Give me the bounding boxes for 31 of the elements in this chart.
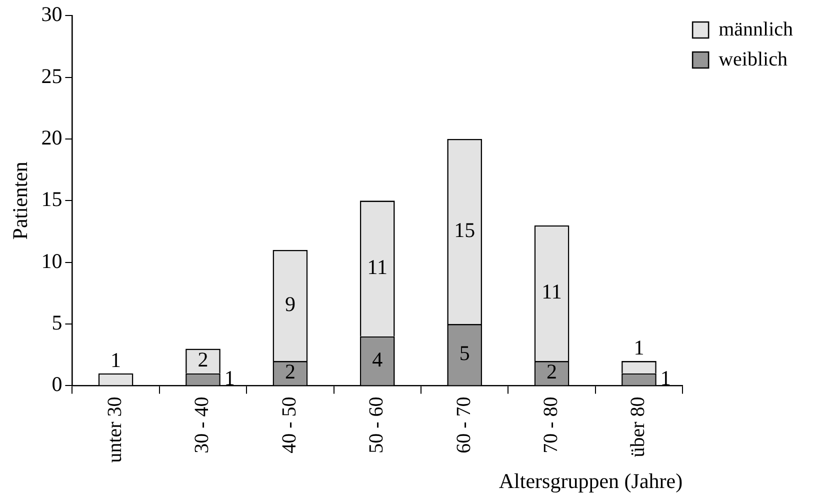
legend-label: männlich <box>718 18 794 40</box>
data-label: 2 <box>546 360 558 384</box>
y-tick-label: 10 <box>41 248 62 273</box>
x-tick-label: 40 - 50 <box>278 396 300 454</box>
data-label: 5 <box>459 341 470 366</box>
data-label: 11 <box>542 280 562 304</box>
y-tick-label: 25 <box>41 64 62 88</box>
y-tick-label: 20 <box>41 125 62 150</box>
x-tick-label: 50 - 60 <box>366 396 388 454</box>
x-tick-label: über 80 <box>627 396 650 458</box>
y-axis-title: Patienten <box>8 161 32 240</box>
y-tick-label: 15 <box>41 187 62 212</box>
x-tick-label: 60 - 70 <box>452 396 475 454</box>
data-label: 1 <box>634 336 644 360</box>
x-tick-label: 30 - 40 <box>191 396 214 454</box>
legend-label: weiblich <box>718 48 788 70</box>
y-tick-label: 30 <box>41 2 62 26</box>
data-label: 2 <box>284 360 296 384</box>
data-label: 4 <box>372 347 384 372</box>
data-label: 1 <box>660 366 671 390</box>
data-label: 2 <box>198 348 208 372</box>
data-label: 9 <box>284 292 296 316</box>
data-label: 15 <box>454 218 476 242</box>
y-tick-label: 0 <box>52 372 62 396</box>
x-axis-title: Altersgruppen (Jahre) <box>498 468 683 493</box>
data-label: 11 <box>367 255 388 280</box>
data-label: 1 <box>224 366 235 390</box>
data-label: 1 <box>110 348 122 372</box>
y-tick-label: 5 <box>52 310 62 335</box>
x-tick-label: 70 - 80 <box>540 396 562 454</box>
x-tick-label: unter 30 <box>104 396 126 463</box>
